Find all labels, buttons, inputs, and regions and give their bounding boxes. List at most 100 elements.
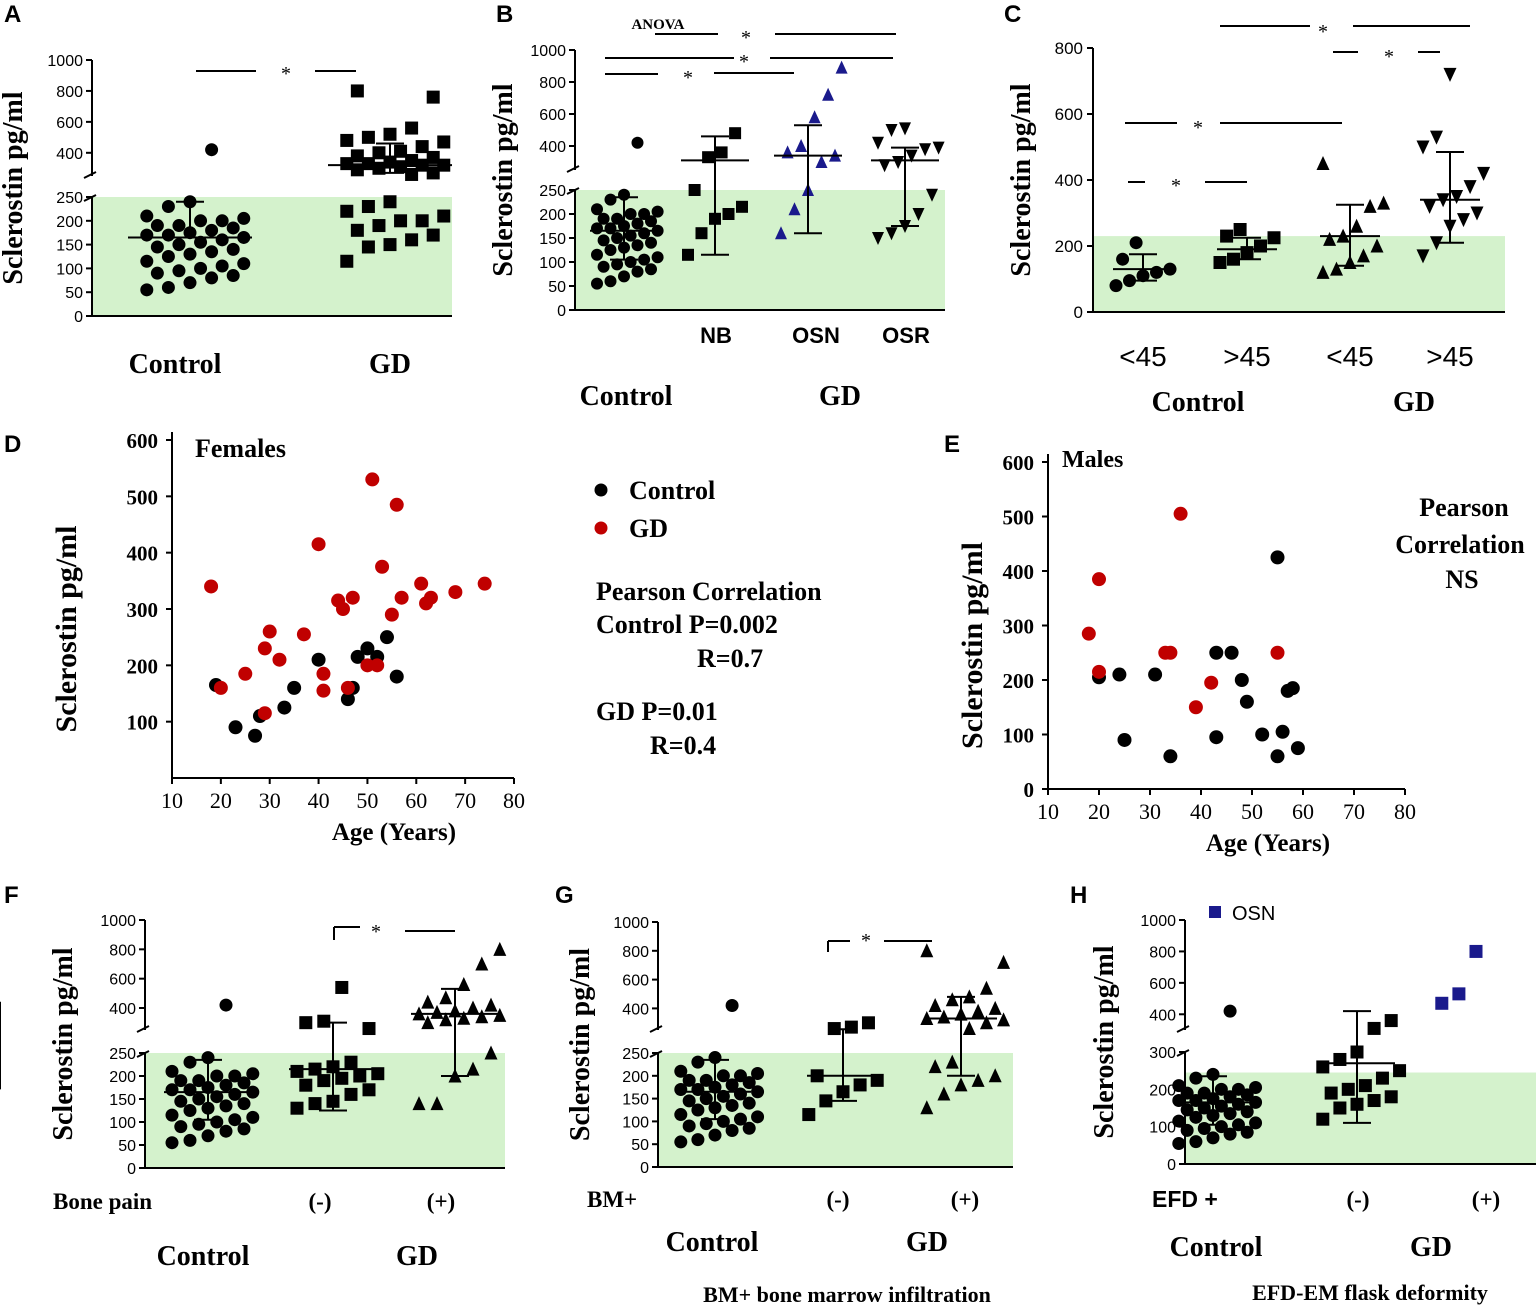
panel-D-point-gd: [213, 680, 228, 695]
panel-E-title: Males: [1062, 447, 1123, 473]
panel-G-point: [674, 1108, 688, 1122]
panel-D-x-tick-label: 60: [405, 788, 427, 813]
panel-D-point-gd: [238, 666, 253, 681]
panel-F-y-tick-label: 400: [109, 1001, 136, 1018]
panel-G-point: [751, 1085, 765, 1099]
panel-H-point: [1172, 1079, 1186, 1093]
panel-G-point: [988, 1068, 1002, 1083]
panel-A-point: [383, 195, 397, 209]
sig-asterisk: *: [1384, 46, 1394, 68]
panel-H-point: [1249, 1080, 1263, 1094]
panel-H-y-tick-label: 0: [1167, 1157, 1176, 1174]
panel-F-point: [165, 1083, 179, 1097]
panel-F-point: [174, 1120, 188, 1134]
panel-H-point: [1393, 1064, 1407, 1078]
panel-C-point: [1150, 265, 1163, 279]
panel-F-group-label: GD: [396, 1241, 438, 1272]
panel-D-x-tick-label: 10: [161, 788, 183, 813]
panel-F-y-tick-label: 0: [127, 1161, 136, 1178]
panel-B-point: [624, 229, 637, 242]
panel-F-point: [475, 1009, 489, 1024]
panel-A-point: [437, 135, 451, 149]
panel-E-y-tick-label: 400: [1003, 560, 1035, 584]
panel-D-y-tick-label: 400: [127, 542, 159, 566]
panel-E-point-control: [1270, 749, 1285, 764]
panel-H-point: [1189, 1110, 1203, 1124]
panel-E-x-tick-label: 50: [1241, 799, 1263, 824]
panel-C-point: [1377, 195, 1391, 210]
panel-D-point-gd: [375, 559, 390, 574]
panel-F-point: [246, 1110, 260, 1124]
panel-F-point: [439, 990, 453, 1005]
panel-B-point: [815, 155, 828, 168]
panel-A-point: [161, 200, 175, 214]
panel-D-point-gd: [316, 683, 331, 698]
panel-D-point-control: [311, 652, 326, 667]
panel-C-point: [1213, 256, 1227, 269]
panel-E-y-tick-label: 600: [1003, 451, 1035, 475]
panel-G-point: [971, 1003, 985, 1018]
panel-B-point: [631, 217, 644, 230]
panel-B-point: [604, 244, 617, 256]
panel-letter-H: H: [1070, 882, 1087, 909]
panel-B-point: [638, 253, 651, 266]
panel-A-point: [394, 160, 408, 174]
panel-B-y-tick-label: 150: [539, 231, 566, 248]
panel-A-point: [194, 235, 208, 249]
panel-H-axis-break: [1176, 1025, 1190, 1033]
panel-D-point-gd: [257, 706, 272, 721]
panel-B-subgroup-label: OSR: [882, 323, 930, 348]
panel-E-x-tick-label: 20: [1088, 799, 1110, 824]
panel-B-y-tick-label: 800: [539, 75, 566, 92]
panel-G-y-tick-label: 250: [622, 1046, 649, 1063]
panel-H-y-axis-title: Sclerostin pg/ml: [1089, 945, 1120, 1138]
panel-D-point-gd: [316, 666, 331, 681]
panel-H-point: [1367, 1021, 1381, 1035]
panel-A-point: [340, 133, 354, 147]
panel-G-point: [733, 1112, 747, 1126]
panel-G-axis-break: [649, 1025, 663, 1033]
panel-A-point: [415, 140, 429, 154]
panel-D-point-gd: [365, 472, 380, 487]
panel-D-stats-line: R=0.4: [650, 731, 716, 760]
panel-D-point-control: [277, 700, 292, 715]
panel-F-point: [475, 956, 489, 971]
panel-D-point-control: [248, 728, 263, 743]
panel-B-point: [591, 277, 603, 290]
panel-A-point: [237, 257, 251, 271]
panel-B-point: [591, 248, 603, 261]
panel-B-normal-band: [575, 190, 945, 310]
panel-H-category-title: EFD +: [1152, 1186, 1218, 1212]
panel-D-point-gd: [370, 658, 385, 673]
panel-B-point: [611, 232, 624, 244]
panel-G-point: [853, 1078, 867, 1092]
panel-G-y-tick-label: 50: [631, 1137, 649, 1154]
panel-B-point: [878, 159, 891, 173]
panel-F-point: [174, 1094, 188, 1108]
panel-A-group-label: GD: [369, 349, 411, 380]
panel-B-point: [604, 193, 617, 206]
panel-D-point-gd: [448, 585, 463, 600]
panel-F-point: [457, 977, 471, 992]
panel-C-point: [1116, 252, 1130, 266]
panel-E-y-axis-title: Sclerostin pg/ml: [956, 542, 989, 749]
panel-D-point-control: [379, 630, 394, 645]
panel-F-point: [493, 1007, 507, 1022]
panel-D-x-tick-label: 30: [259, 788, 281, 813]
panel-B-point: [899, 122, 911, 136]
panel-C-y-tick-label: 600: [1055, 105, 1083, 124]
panel-H-point: [1452, 987, 1466, 1001]
panel-F-point: [317, 1074, 331, 1088]
panel-F-y-axis-title: Sclerostin pg/ml: [48, 947, 79, 1140]
panel-F-point: [165, 1064, 179, 1078]
panel-B-subgroup-label: OSN: [792, 323, 840, 348]
panel-A-point: [215, 214, 229, 228]
panel-B-point: [688, 184, 701, 196]
panel-B-point: [912, 208, 925, 221]
panel-D-x-tick-label: 70: [454, 788, 476, 813]
panel-D-point-gd: [423, 590, 438, 605]
legend-marker-osn: [1209, 906, 1221, 918]
panel-B-point: [624, 208, 637, 220]
panel-E-point-control: [1234, 673, 1249, 687]
